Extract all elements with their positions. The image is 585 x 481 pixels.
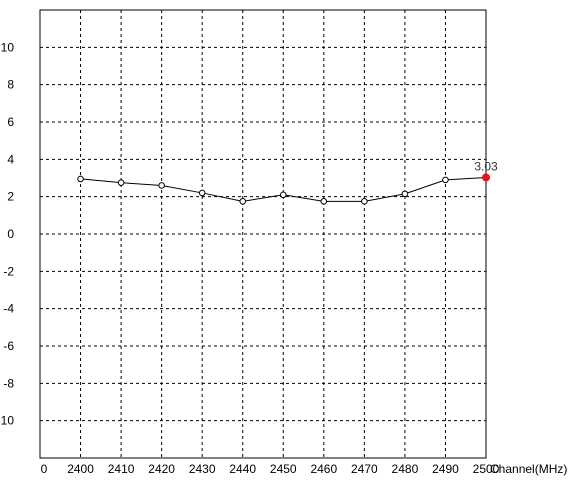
y-tick-label: 4	[7, 152, 14, 166]
y-tick-label: 2	[7, 190, 14, 204]
data-point[interactable]	[279, 191, 287, 199]
y-axis-labels: 10 8 6 4 2 0 -2 -4 -6 -8 -10	[0, 40, 14, 427]
y-tick-label: 10	[1, 40, 15, 54]
data-point[interactable]	[320, 198, 328, 205]
x-tick-label: 2420	[148, 462, 175, 476]
x-tick-label: 2400	[67, 462, 94, 476]
x-axis-labels: 2400 2410 2420 2430 2440 2450 2460 2470 2480 2490…	[67, 462, 499, 476]
x-tick-label: 2430	[189, 462, 216, 476]
x-tick-label: 2480	[392, 462, 419, 476]
data-point[interactable]	[158, 182, 165, 189]
x-tick-label: 2500	[473, 462, 500, 476]
x-tick-label: 2410	[108, 462, 135, 476]
y-tick-label: 8	[7, 78, 14, 92]
y-tick-label: 6	[7, 115, 14, 129]
data-point[interactable]	[442, 176, 449, 184]
y-tick-label: -10	[0, 414, 14, 428]
x-origin-label: 0	[41, 462, 48, 476]
x-tick-label: 2470	[351, 462, 378, 476]
x-tick-label: 2450	[270, 462, 297, 476]
y-tick-label: -4	[3, 302, 14, 316]
y-tick-label: -6	[3, 339, 14, 353]
plot-frame	[39, 9, 487, 459]
data-points	[77, 175, 449, 205]
x-axis-title: Channel(MHz)	[490, 462, 567, 476]
x-tick-label: 2440	[229, 462, 256, 476]
highlighted-point[interactable]	[482, 173, 490, 182]
grid	[40, 10, 486, 458]
y-tick-label: -2	[3, 264, 14, 278]
highlighted-point-label: 3.03	[474, 159, 498, 173]
data-point[interactable]	[198, 189, 206, 197]
data-point[interactable]	[77, 175, 84, 183]
data-point[interactable]	[401, 190, 409, 198]
data-point[interactable]	[117, 179, 125, 186]
y-tick-label: -8	[3, 376, 14, 390]
y-tick-label: 0	[7, 227, 14, 241]
x-tick-label: 2490	[432, 462, 459, 476]
x-tick-label: 2460	[310, 462, 337, 476]
data-point[interactable]	[239, 198, 247, 205]
data-point[interactable]	[361, 198, 368, 205]
